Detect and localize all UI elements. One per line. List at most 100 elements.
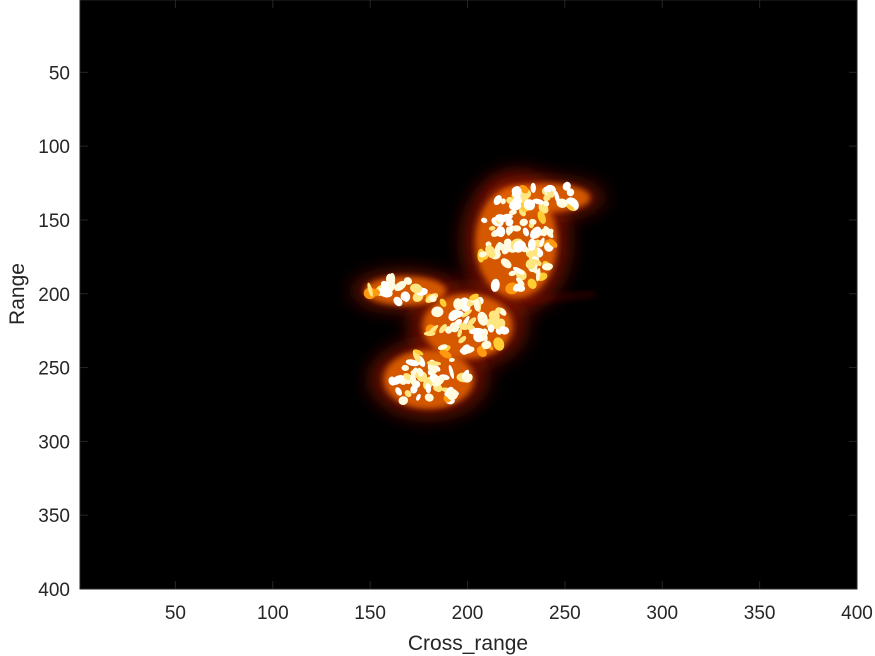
- speckle: [523, 199, 536, 211]
- speckle: [530, 182, 536, 193]
- speckle: [428, 325, 439, 335]
- speckle: [393, 296, 403, 307]
- speckle: [532, 198, 545, 205]
- y-tick-label: 50: [49, 63, 70, 84]
- x-tick-label: 350: [744, 603, 776, 624]
- speckle: [437, 344, 448, 351]
- speckle: [511, 187, 522, 198]
- speckle: [409, 374, 417, 386]
- speckle: [391, 374, 405, 386]
- speckle: [500, 258, 512, 269]
- speckle: [432, 376, 445, 387]
- speckle: [493, 195, 502, 206]
- speckle: [473, 329, 486, 343]
- speckle: [395, 387, 402, 396]
- speckle: [469, 293, 479, 301]
- x-axis-ticks: 50 100 150 200 250 300 350 400: [165, 0, 873, 624]
- speckle: [439, 349, 452, 359]
- heatmap-image: [292, 87, 634, 530]
- speckle: [410, 283, 423, 294]
- y-tick-label: 150: [38, 211, 70, 232]
- speckle: [467, 317, 477, 327]
- speckle: [565, 203, 575, 212]
- speckle: [461, 309, 472, 318]
- speckle: [424, 393, 434, 402]
- speckle: [367, 282, 373, 297]
- plot-area: [79, 0, 858, 590]
- speckle: [529, 226, 542, 240]
- speckle: [477, 311, 488, 326]
- speckle: [541, 262, 553, 271]
- speckle: [448, 310, 464, 319]
- speckle: [426, 360, 442, 366]
- speckle: [425, 383, 432, 394]
- speckle: [548, 238, 558, 248]
- speckle: [457, 328, 463, 338]
- speckle: [439, 298, 447, 307]
- speckle: [508, 209, 517, 216]
- speckle: [478, 251, 487, 258]
- x-tick-label: 50: [165, 603, 186, 624]
- speckle: [481, 332, 488, 342]
- speckle: [493, 337, 505, 351]
- y-tick-label: 300: [38, 432, 70, 453]
- speckle: [394, 280, 407, 292]
- speckle: [543, 200, 550, 207]
- speckle: [481, 340, 492, 350]
- speckle: [566, 188, 575, 197]
- speckle: [448, 357, 455, 363]
- speckle: [461, 344, 471, 355]
- speckle: [539, 237, 545, 247]
- speckle: [527, 278, 537, 289]
- speckle: [446, 388, 458, 401]
- speckle: [398, 396, 409, 405]
- speckle: [505, 218, 514, 227]
- speckle: [487, 324, 495, 333]
- speckle: [511, 194, 521, 205]
- speckle: [473, 297, 480, 312]
- speckle: [488, 310, 500, 322]
- speckle: [525, 259, 536, 270]
- speckle: [405, 359, 420, 367]
- speckle: [429, 295, 437, 303]
- speckle: [439, 324, 447, 334]
- speckle: [506, 226, 511, 236]
- speckle: [519, 218, 528, 227]
- speckle: [485, 245, 496, 259]
- speckle: [458, 323, 469, 331]
- speckle: [534, 259, 542, 267]
- speckle: [403, 277, 413, 285]
- speckle: [512, 225, 522, 232]
- y-axis-ticks: 50 100 150 200 250 300 350 400: [38, 63, 857, 601]
- y-tick-label: 400: [38, 580, 70, 601]
- speckle: [404, 390, 412, 398]
- speckle: [488, 226, 496, 231]
- speckle: [416, 393, 421, 401]
- speckle: [529, 218, 537, 225]
- speckle: [499, 326, 510, 335]
- y-tick-label: 250: [38, 359, 70, 380]
- speckle: [458, 336, 467, 344]
- x-tick-label: 200: [452, 603, 484, 624]
- speckle: [453, 298, 464, 311]
- speckle: [448, 364, 455, 379]
- speckle: [431, 306, 444, 318]
- speckle: [522, 227, 530, 237]
- y-tick-label: 350: [38, 506, 70, 527]
- speckle: [495, 214, 507, 223]
- speckle: [494, 241, 502, 255]
- speckle: [508, 270, 517, 277]
- speckle: [500, 198, 506, 205]
- speckle: [512, 266, 525, 275]
- x-axis-label: Cross_range: [408, 632, 528, 655]
- speckle: [449, 322, 460, 333]
- x-tick-label: 150: [354, 603, 386, 624]
- speckle: [490, 278, 500, 292]
- speckle: [562, 181, 571, 191]
- plot-frame: [79, 0, 858, 590]
- speckle: [413, 349, 424, 356]
- speckle: [463, 373, 473, 383]
- x-tick-label: 100: [257, 603, 289, 624]
- speckle: [535, 267, 541, 282]
